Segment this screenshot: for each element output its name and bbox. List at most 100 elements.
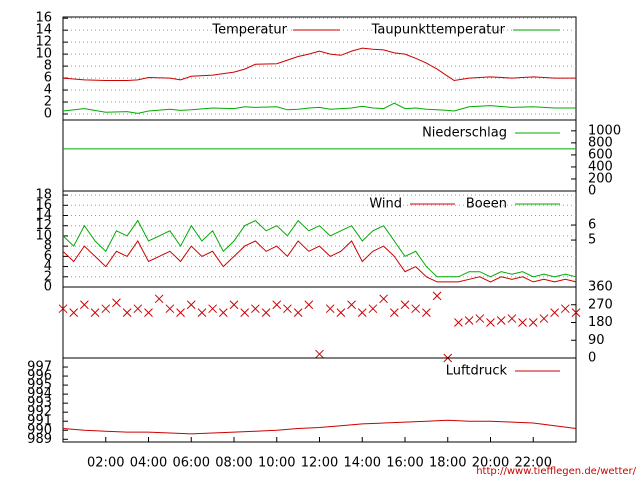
point (165, 304, 175, 314)
point-stroke (229, 300, 239, 310)
point-stroke (144, 308, 153, 317)
legend-label: Luftdruck (446, 364, 508, 379)
y-tick-label: 10 (35, 228, 52, 243)
legend-label: Niederschlag (422, 126, 507, 141)
point-stroke (379, 294, 388, 304)
point-stroke (251, 304, 260, 314)
point-stroke (486, 318, 495, 327)
point-stroke (304, 300, 314, 310)
point-stroke (283, 304, 292, 314)
point (454, 318, 463, 327)
point (229, 300, 239, 310)
point-stroke (80, 300, 89, 310)
point (539, 314, 549, 323)
point (272, 300, 282, 310)
point (69, 308, 79, 317)
x-tick-label: 02:00 (87, 456, 124, 471)
point (560, 304, 570, 314)
point (379, 294, 388, 304)
y-tick-label: 4 (44, 259, 52, 274)
y-tick-label: 992 (27, 405, 52, 420)
point (357, 308, 367, 317)
y-tick-label: 994 (27, 387, 52, 402)
point-stroke (454, 318, 463, 327)
y2-tick-label: 180 (588, 315, 613, 330)
point (133, 304, 143, 314)
point-stroke (176, 308, 185, 317)
point (389, 308, 399, 317)
y2-tick-label: 360 (588, 280, 613, 295)
x-tick-label: 18:00 (429, 456, 466, 471)
point (261, 308, 271, 317)
y2-tick-label: 600 (588, 147, 613, 162)
y-tick-label: 12 (35, 35, 52, 50)
point-stroke (400, 300, 410, 310)
point-stroke (101, 304, 111, 314)
point (496, 316, 506, 325)
point (411, 304, 421, 314)
y-tick-label: 0 (44, 107, 52, 122)
y-tick-label: 4 (44, 83, 52, 98)
x-tick-label: 20:00 (472, 456, 509, 471)
y-tick-label: 18 (35, 188, 52, 203)
legend-label: Temperatur (211, 23, 287, 38)
point-stroke (165, 304, 175, 314)
footer-url: http://www.tiefflegen.de/wetter/ (476, 466, 636, 477)
point-stroke (528, 318, 538, 327)
x-tick-label: 06:00 (173, 456, 210, 471)
point (197, 308, 207, 317)
point-stroke (347, 300, 356, 310)
point-stroke (58, 304, 68, 314)
series-line (62, 47, 576, 82)
y-tick-label: 993 (27, 396, 52, 411)
y-tick-label: 6 (44, 71, 52, 86)
point-stroke (507, 314, 517, 323)
point (507, 314, 517, 323)
series-line (62, 102, 576, 114)
point-stroke (368, 304, 378, 314)
point (218, 308, 228, 317)
point (550, 308, 559, 317)
point (80, 300, 89, 310)
point (101, 304, 111, 314)
point-stroke (69, 308, 79, 317)
point (176, 308, 185, 317)
y2-tick-label: 400 (588, 159, 613, 174)
point-stroke (325, 304, 335, 314)
y2-tick-label: 800 (588, 135, 613, 150)
point (518, 318, 527, 327)
point (144, 308, 153, 317)
legend-label: Taupunkttemperatur (371, 23, 506, 38)
point (304, 300, 314, 310)
point (336, 308, 346, 317)
point (112, 298, 121, 308)
y-tick-label: 2 (44, 269, 52, 284)
point-stroke (539, 314, 549, 323)
y2-tick-label: 6 (588, 218, 596, 233)
y2-tick-label: 270 (588, 297, 613, 312)
point-stroke (112, 298, 121, 308)
y-tick-label: 995 (27, 378, 52, 393)
point-stroke (336, 308, 346, 317)
y-tick-label: 0 (44, 280, 52, 295)
point (486, 318, 495, 327)
point-stroke (518, 318, 527, 327)
point (400, 300, 410, 310)
point (422, 308, 431, 317)
point (293, 308, 303, 317)
series-line (62, 240, 577, 283)
x-tick-label: 08:00 (215, 456, 252, 471)
point (315, 349, 324, 359)
y-tick-label: 997 (27, 360, 52, 375)
point (240, 308, 250, 317)
series-line (62, 219, 577, 278)
x-tick-label: 04:00 (130, 456, 167, 471)
point (154, 294, 164, 304)
x-tick-label: 16:00 (386, 456, 423, 471)
point (58, 304, 68, 314)
y-tick-label: 6 (44, 249, 52, 264)
y-tick-label: 12 (35, 218, 52, 233)
point (90, 308, 100, 317)
